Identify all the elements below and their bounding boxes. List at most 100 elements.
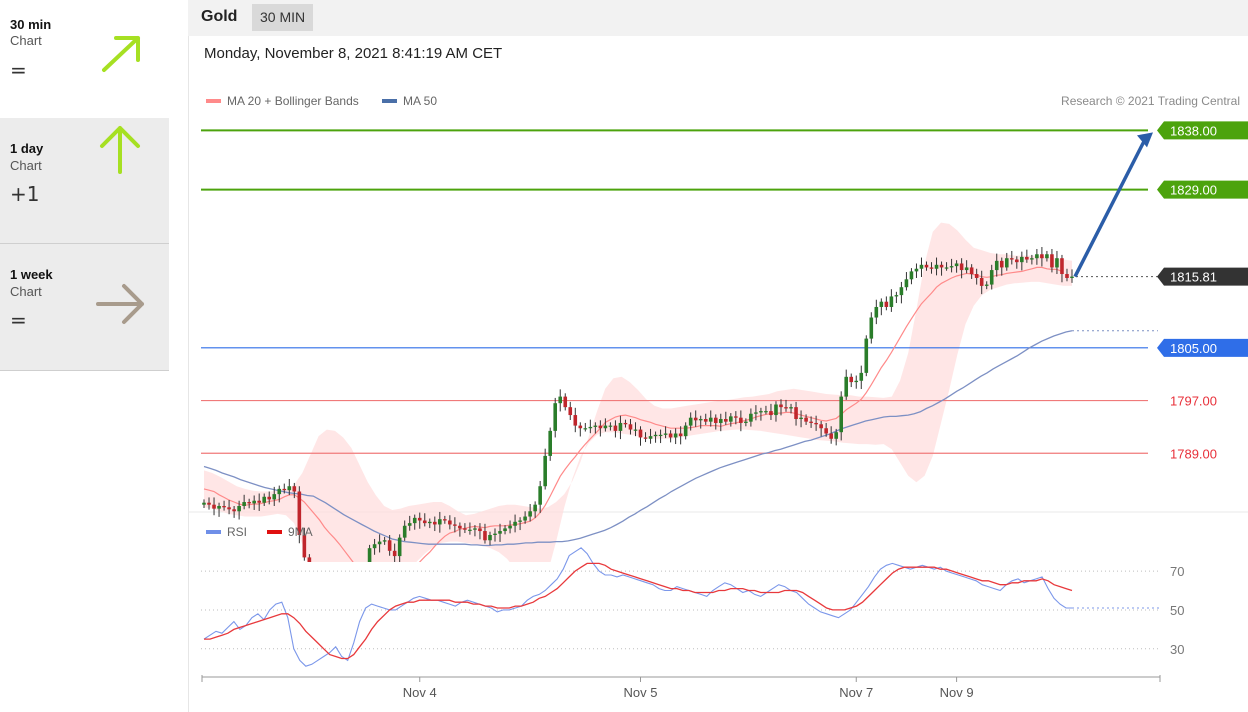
candle-body (613, 425, 618, 431)
candle-body (593, 425, 598, 427)
timeframe-sidebar: 30 min Chart = 1 day Chart +1 1 week Cha… (0, 0, 169, 371)
ma20-line (203, 266, 1063, 562)
candle-body (909, 271, 914, 280)
candle-body (678, 433, 683, 437)
candle-body (894, 295, 899, 297)
candle-body (844, 376, 849, 397)
candle-body (392, 550, 397, 557)
candle-body (1025, 256, 1029, 260)
candle-body (432, 521, 437, 525)
candle-body (307, 557, 312, 562)
candle-body (759, 411, 763, 413)
candle-body (954, 263, 959, 267)
candle-body (438, 519, 442, 525)
candle-body (884, 301, 889, 307)
candle-body (698, 419, 703, 421)
candle-body (608, 425, 613, 427)
sidebar-value: = (10, 58, 27, 82)
candle-body (1070, 276, 1074, 278)
candle-body (573, 415, 578, 426)
candle-body (638, 429, 643, 438)
candle-body (508, 525, 512, 529)
candle-body (603, 425, 608, 429)
candle-body (488, 534, 492, 541)
legend-label: 9MA (288, 525, 313, 539)
candle-body (949, 266, 954, 268)
candle-body (252, 500, 256, 504)
candle-body (468, 529, 472, 531)
candle-body (774, 404, 778, 416)
candle-body (648, 436, 653, 439)
chart-credit: Research © 2021 Trading Central (1061, 94, 1240, 108)
candle-body (493, 533, 497, 535)
sidebar-value: +1 (10, 182, 40, 206)
level-tag-label-1829.00: 1829.00 (1170, 183, 1217, 198)
timeframe-badge[interactable]: 30 MIN (252, 4, 314, 31)
candle-body (598, 425, 603, 429)
candle-body (784, 407, 788, 409)
candle-body (212, 504, 216, 509)
candle-body (633, 429, 638, 431)
candle-body (202, 502, 206, 505)
candle-body (713, 417, 718, 423)
candle-body (984, 284, 989, 286)
candle-body (924, 264, 929, 268)
level-tag-label-1805.00: 1805.00 (1170, 341, 1217, 356)
candle-body (1040, 254, 1044, 259)
candle-body (377, 541, 382, 545)
candle-body (503, 528, 507, 532)
candle-body (809, 421, 813, 423)
candle-body (588, 426, 593, 429)
candle-body (1030, 258, 1034, 260)
candle-body (367, 548, 372, 562)
candle-body (849, 376, 854, 383)
candle-body (1045, 254, 1049, 259)
arrow-up-icon (100, 126, 140, 174)
sidebar-item-30min[interactable]: 30 min Chart = (0, 0, 169, 125)
sidebar-item-1day[interactable]: 1 day Chart +1 (0, 118, 169, 244)
level-label-1797.00: 1797.00 (1170, 394, 1217, 409)
rsi-chart[interactable]: 70 50 30 Nov 4 Nov 5 Nov 7 Nov 9 RSI 9MA (188, 512, 1248, 712)
candle-body (397, 537, 402, 557)
legend-swatch (206, 99, 221, 103)
candle-body (242, 502, 246, 506)
candle-body (869, 317, 874, 339)
candle-body (402, 525, 407, 538)
candle-body (889, 296, 894, 307)
candle-body (999, 260, 1004, 268)
sidebar-period-label: 30 min (10, 17, 52, 32)
candle-body (708, 417, 713, 422)
candle-body (919, 264, 924, 269)
candle-body (864, 338, 869, 373)
candle-body (568, 407, 573, 416)
candle-body (819, 424, 823, 429)
candle-body (959, 263, 964, 271)
candle-body (729, 416, 733, 422)
level-tag-1838.00 (1157, 121, 1248, 140)
candle-body (904, 279, 909, 288)
candle-body (969, 267, 974, 275)
candle-body (683, 425, 688, 437)
candle-body (769, 411, 773, 416)
level-tag-1815.81 (1157, 267, 1248, 286)
candle-body (799, 417, 803, 420)
rsi-guide-label: 30 (1170, 642, 1184, 657)
price-chart[interactable]: 1838.00 1829.00 1815.81 1805.00 1797.00 1789.… (188, 86, 1248, 562)
candle-body (964, 267, 969, 271)
legend-swatch (267, 530, 282, 534)
candle-body (563, 396, 568, 408)
candle-body (789, 407, 793, 409)
candle-body (372, 544, 377, 549)
level-tag-label-1815.81: 1815.81 (1170, 270, 1217, 285)
candle-body (1060, 258, 1064, 275)
candle-body (478, 528, 482, 532)
candle-body (302, 534, 307, 558)
legend-swatch (382, 99, 397, 103)
candle-body (533, 504, 537, 512)
candle-body (528, 511, 532, 517)
sidebar-item-1week[interactable]: 1 week Chart = (0, 244, 169, 371)
sidebar-sub-label: Chart (10, 158, 42, 173)
candle-body (653, 434, 658, 437)
candle-body (247, 502, 251, 504)
candle-body (829, 433, 833, 439)
